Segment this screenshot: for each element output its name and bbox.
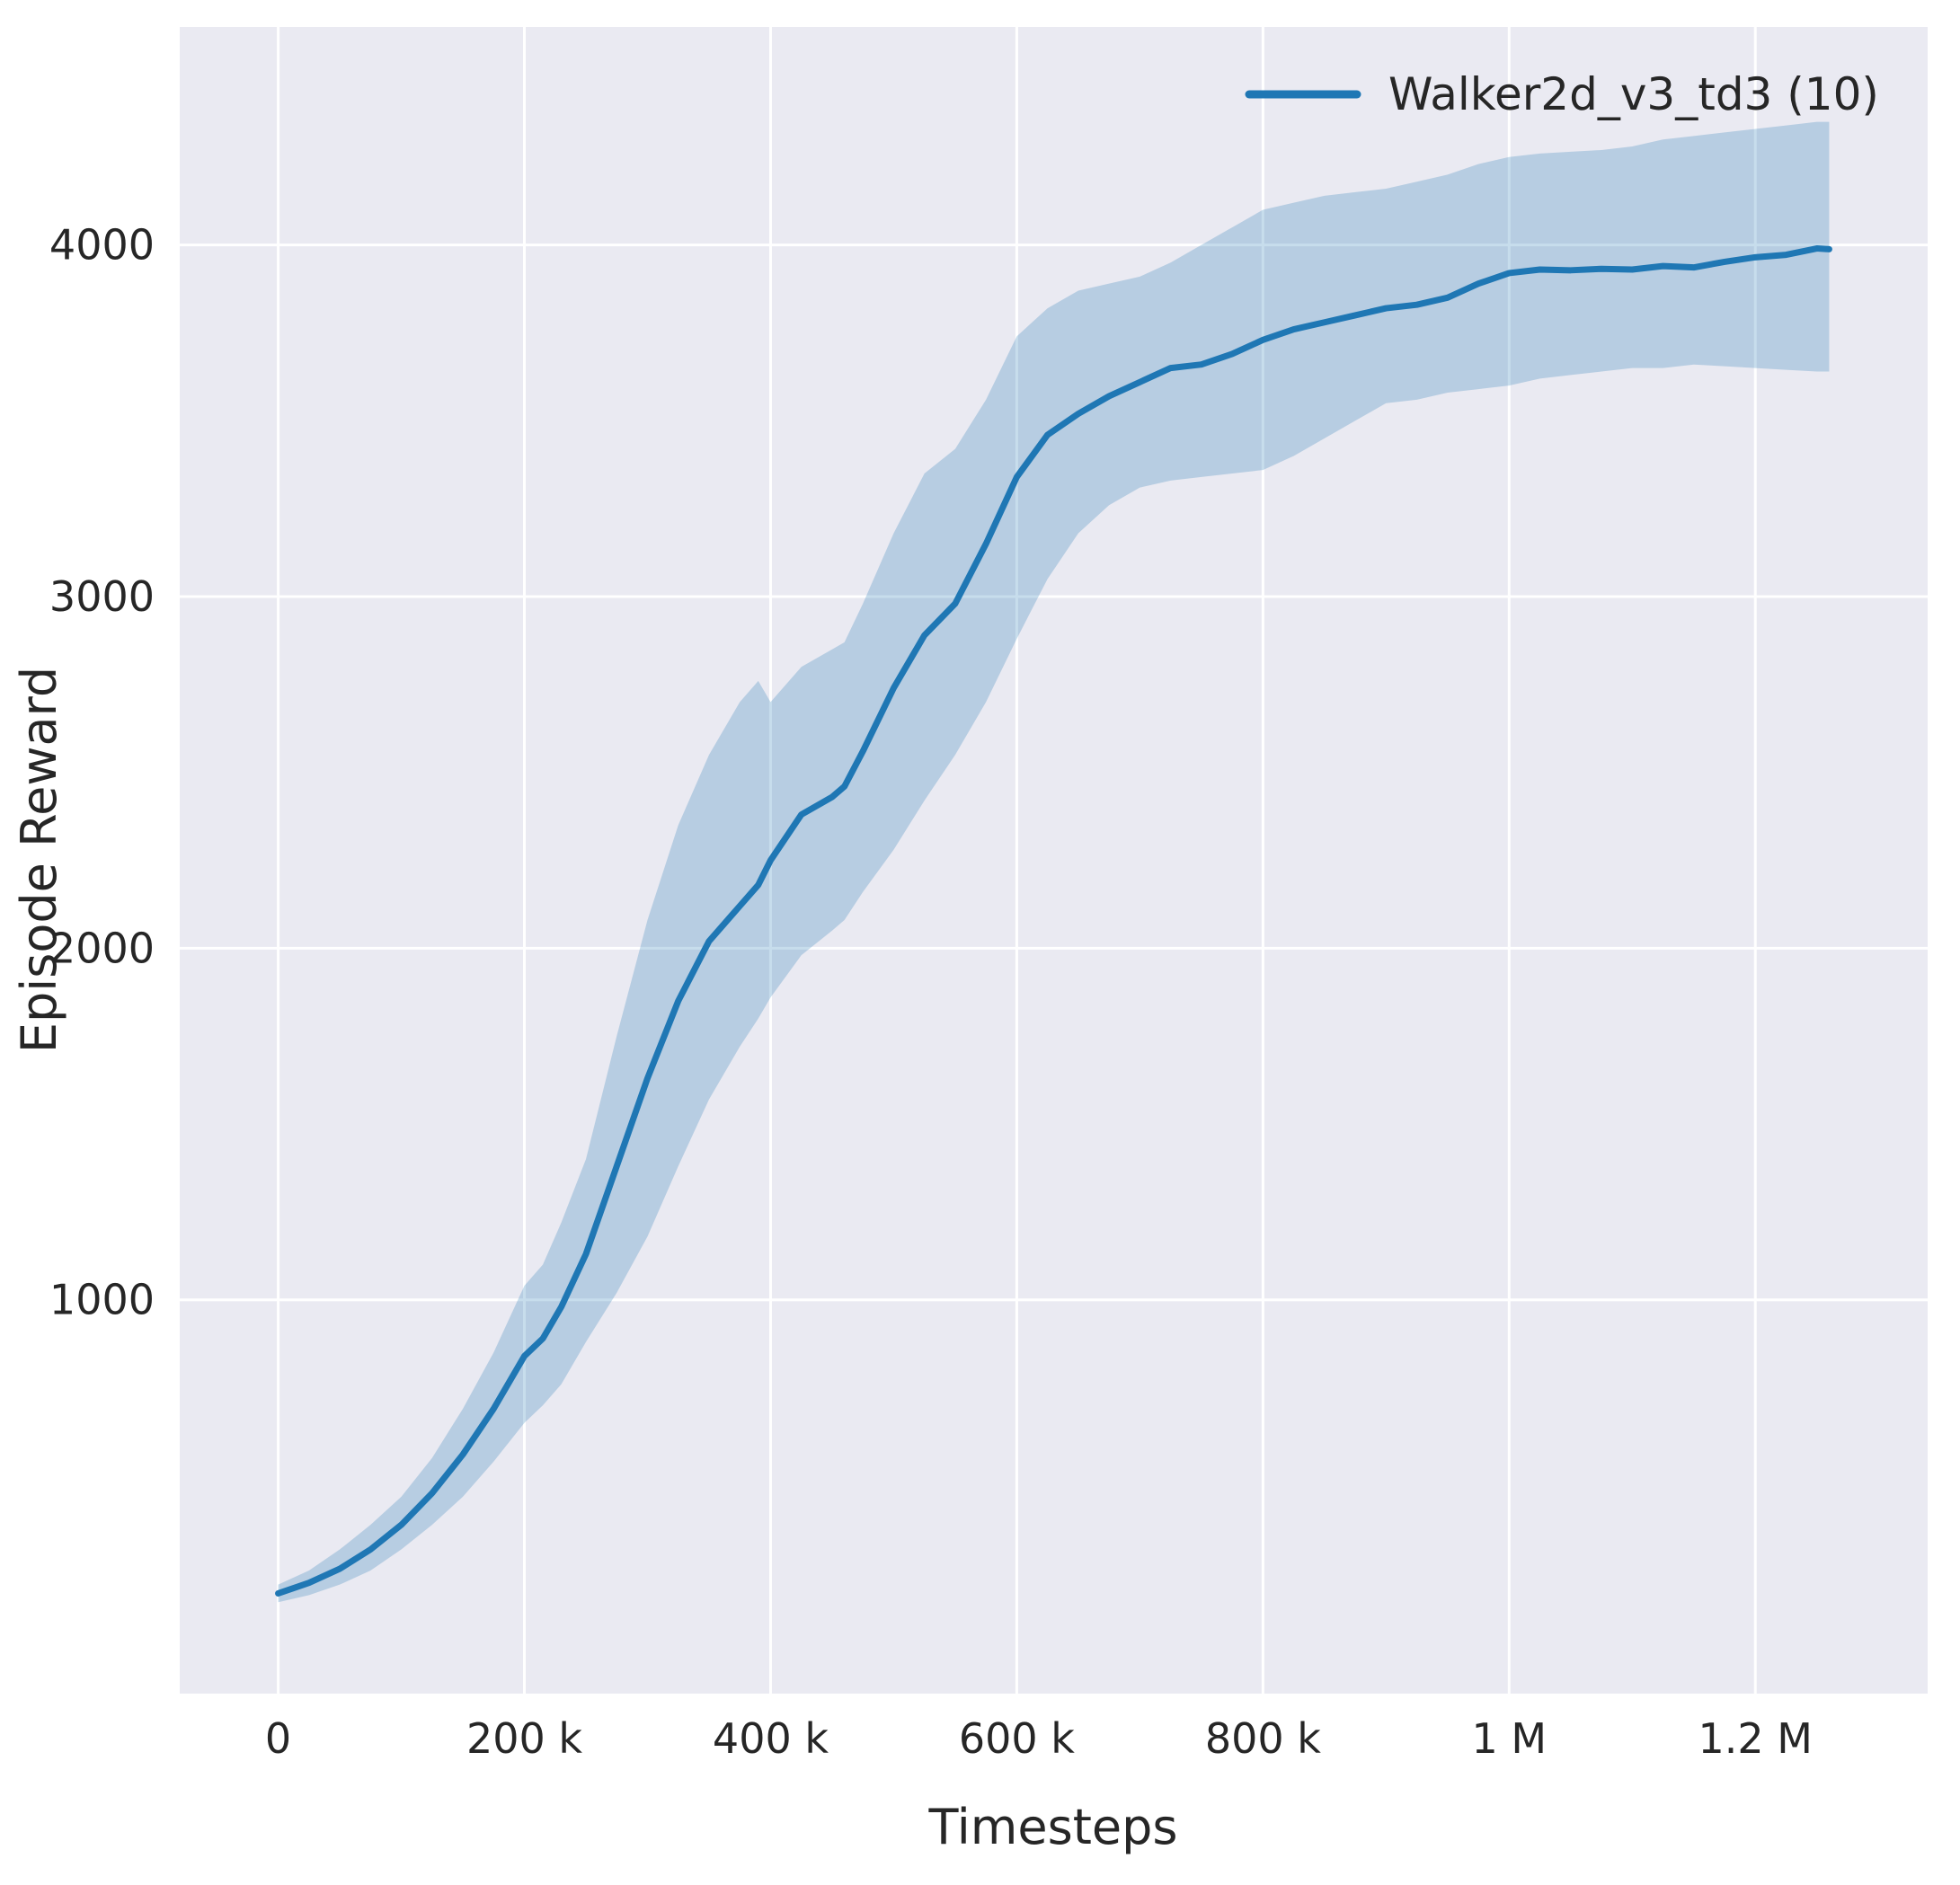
confidence-band	[278, 121, 1830, 1603]
y-tick-label: 1000	[49, 1276, 155, 1324]
y-tick-label: 3000	[49, 572, 155, 621]
legend-label: Walker2d_v3_td3 (10)	[1388, 68, 1879, 120]
x-tick-label: 600 k	[959, 1714, 1075, 1763]
x-tick-label: 1 M	[1472, 1714, 1548, 1763]
y-tick-label: 2000	[49, 924, 155, 972]
x-tick-label: 400 k	[713, 1714, 829, 1763]
x-tick-label: 0	[265, 1714, 291, 1763]
plot-area	[180, 27, 1928, 1694]
mean-line	[275, 245, 1832, 1597]
x-tick-label: 800 k	[1205, 1714, 1321, 1763]
y-axis-label: Episode Reward	[11, 667, 67, 1053]
y-tick-labels: 1000 2000 3000 4000	[49, 221, 155, 1324]
legend: Walker2d_v3_td3 (10)	[1245, 68, 1879, 120]
x-tick-label: 200 k	[466, 1714, 582, 1763]
y-tick-label: 4000	[49, 221, 155, 270]
x-axis-label: Timesteps	[927, 1799, 1177, 1855]
x-tick-label: 1.2 M	[1698, 1714, 1813, 1763]
x-tick-labels: 0 200 k 400 k 600 k 800 k 1 M 1.2 M	[265, 1714, 1813, 1763]
